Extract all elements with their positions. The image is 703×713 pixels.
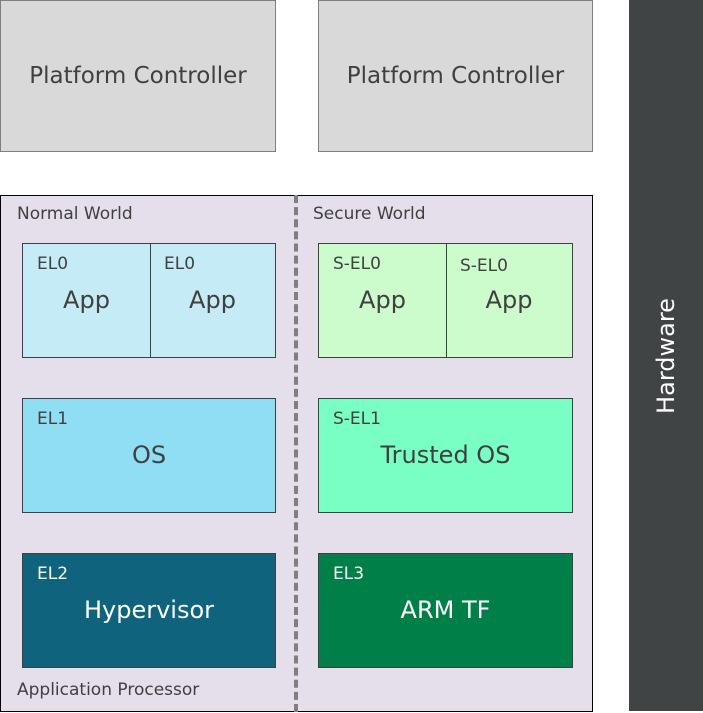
trusted-os-label: Trusted OS (380, 441, 511, 469)
world-divider (294, 195, 298, 712)
level-label: EL1 (37, 409, 69, 429)
el2-hypervisor: EL2 Hypervisor (22, 553, 276, 668)
s-el0-app-2: S-EL0 App (446, 244, 572, 357)
hardware-block: Hardware (629, 0, 703, 711)
secure-world-label: Secure World (313, 204, 426, 224)
platform-controller-1: Platform Controller (0, 0, 276, 152)
level-label: EL0 (164, 254, 196, 274)
app-label: App (63, 286, 110, 314)
level-label: EL2 (37, 564, 69, 584)
s-el0-apps: S-EL0 App S-EL0 App (318, 243, 573, 358)
level-label: S-EL0 (333, 254, 381, 274)
level-label: EL0 (37, 254, 69, 274)
el0-app-2: EL0 App (150, 244, 275, 357)
app-label: App (359, 286, 406, 314)
application-processor-label: Application Processor (17, 680, 200, 700)
normal-world-label: Normal World (17, 204, 133, 224)
os-label: OS (131, 441, 167, 469)
level-label: EL3 (333, 564, 365, 584)
el0-apps: EL0 App EL0 App (22, 243, 276, 358)
app-label: App (189, 286, 236, 314)
hardware-label: Hardware (652, 297, 680, 414)
s-el1-trusted-os: S-EL1 Trusted OS (318, 398, 573, 513)
app-label: App (485, 286, 533, 314)
s-el0-app-1: S-EL0 App (319, 244, 447, 357)
el1-os: EL1 OS (22, 398, 276, 513)
el0-app-1: EL0 App (23, 244, 151, 357)
level-label: S-EL1 (333, 409, 381, 429)
arm-tf-label: ARM TF (400, 596, 491, 624)
el3-arm-tf: EL3 ARM TF (318, 553, 573, 668)
level-label: S-EL0 (460, 256, 508, 276)
hypervisor-label: Hypervisor (83, 596, 215, 624)
platform-controller-2: Platform Controller (318, 0, 593, 152)
